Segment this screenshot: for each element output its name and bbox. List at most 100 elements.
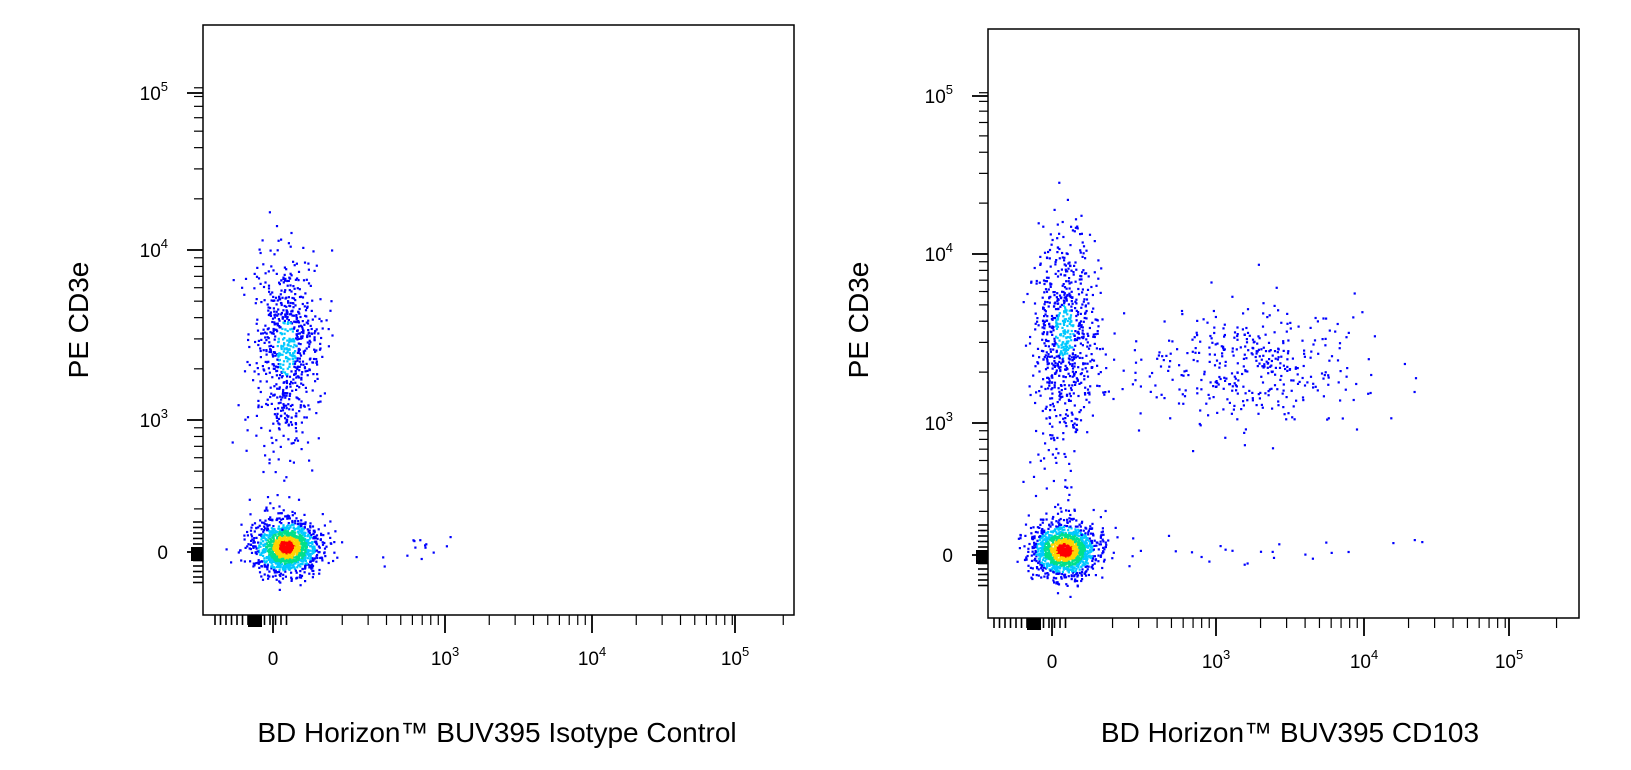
data-point [281, 317, 284, 320]
data-point [1088, 401, 1091, 404]
data-point [298, 312, 301, 315]
data-point [253, 272, 256, 275]
data-point [281, 371, 284, 374]
data-point [1087, 529, 1090, 532]
data-point [1060, 303, 1063, 306]
data-point [1083, 316, 1086, 320]
data-point [281, 396, 284, 399]
data-point [265, 372, 268, 375]
data-point [304, 562, 307, 566]
data-point [285, 414, 288, 417]
data-point [1049, 558, 1052, 561]
data-point [1086, 557, 1089, 560]
data-point [1081, 568, 1084, 571]
data-point [1052, 579, 1055, 582]
data-point [1089, 549, 1092, 552]
data-point [1071, 540, 1074, 543]
data-point [271, 363, 274, 366]
data-point [249, 529, 253, 532]
data-point [1055, 547, 1058, 550]
data-point [1085, 398, 1088, 401]
data-point [321, 513, 324, 516]
data-point [286, 312, 289, 316]
data-point [291, 340, 294, 343]
data-point [1061, 220, 1064, 224]
data-point [266, 525, 269, 528]
data-point [1071, 229, 1074, 232]
data-point [287, 563, 290, 566]
data-point [1257, 412, 1260, 415]
data-point [1074, 530, 1077, 533]
data-point [304, 555, 307, 558]
data-point [292, 297, 296, 300]
data-point [279, 581, 282, 584]
data-point [1167, 369, 1170, 372]
data-point [1070, 309, 1073, 312]
data-point [1053, 529, 1056, 532]
data-point [1041, 296, 1044, 299]
data-point [268, 345, 271, 348]
data-point [1076, 560, 1079, 564]
data-point [273, 531, 276, 534]
data-point [1061, 319, 1065, 322]
data-point [1217, 383, 1220, 386]
data-point [1037, 362, 1040, 365]
data-point [257, 373, 260, 376]
data-point [289, 547, 292, 550]
data-point [265, 523, 268, 526]
data-point [1065, 318, 1068, 321]
data-point [270, 565, 273, 568]
data-point [1068, 493, 1071, 496]
data-point [259, 545, 262, 548]
data-point [250, 551, 254, 554]
data-point [1248, 389, 1251, 392]
data-point [308, 459, 311, 462]
data-point [284, 396, 287, 399]
data-point [295, 333, 298, 336]
data-point [1168, 365, 1171, 368]
data-point [309, 522, 312, 525]
data-point [1097, 548, 1100, 551]
data-point [296, 329, 299, 333]
data-point [1061, 573, 1064, 576]
data-point [1080, 533, 1083, 536]
data-point [283, 273, 286, 276]
data-point [272, 568, 275, 572]
data-point [267, 367, 270, 370]
data-point [1032, 354, 1035, 357]
data-point [1046, 532, 1049, 535]
data-point [1067, 532, 1071, 535]
data-point [1082, 536, 1085, 539]
data-point [1218, 366, 1221, 369]
data-point [298, 352, 302, 355]
data-point [1044, 572, 1047, 575]
data-point [1057, 582, 1060, 585]
data-point [286, 532, 289, 535]
data-point [1042, 331, 1045, 334]
data-point [1282, 406, 1285, 409]
data-point [1260, 375, 1263, 378]
data-point [1261, 406, 1264, 409]
data-point [1066, 293, 1069, 297]
data-point [1252, 341, 1255, 344]
data-point [1061, 564, 1064, 567]
data-point [295, 540, 299, 543]
data-point [1055, 571, 1058, 574]
data-point [1047, 276, 1050, 279]
data-point [1081, 344, 1084, 347]
data-point [1043, 457, 1046, 460]
data-point [294, 350, 297, 353]
data-point [286, 558, 289, 562]
data-point [273, 555, 277, 558]
data-point [289, 555, 292, 559]
data-point [1325, 317, 1328, 320]
data-point [285, 381, 289, 385]
data-point [1082, 245, 1086, 248]
data-point [1048, 322, 1051, 325]
data-point [1067, 347, 1070, 350]
data-point [1035, 555, 1038, 558]
data-point [1097, 372, 1100, 376]
data-point [1301, 396, 1305, 399]
data-point [1176, 348, 1179, 351]
data-point [1049, 561, 1053, 564]
